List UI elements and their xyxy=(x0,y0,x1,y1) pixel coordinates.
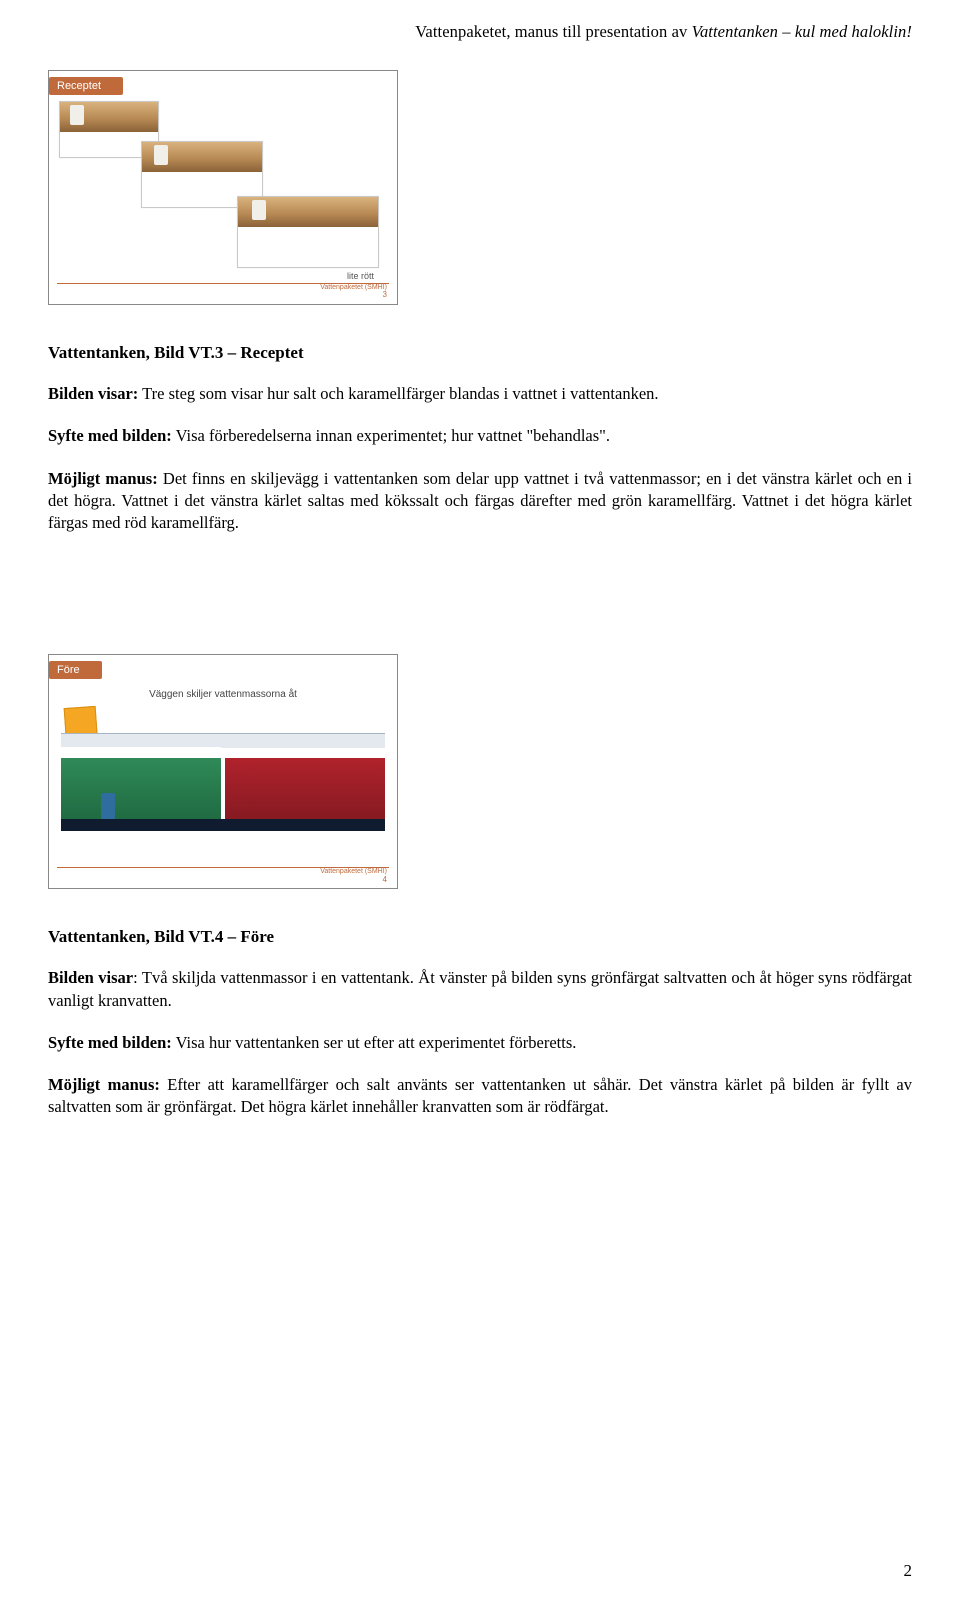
tank-right-red xyxy=(225,747,385,819)
slide2-caption: Väggen skiljer vattenmassorna åt xyxy=(49,689,397,700)
header-plain: Vattenpaketet, manus till presentation a… xyxy=(415,22,691,41)
section1-p3-label: Möjligt manus: xyxy=(48,469,158,488)
slide2-footer: Vattenpaketet (SMHI) 4 xyxy=(320,868,387,884)
section1-p1: Bilden visar: Tre steg som visar hur sal… xyxy=(48,383,912,405)
slide-thumb-receptet: Receptet lite salt lite grönt lite rött … xyxy=(48,70,398,305)
tank-shelf xyxy=(61,819,385,831)
slide2-tag: Före xyxy=(49,661,102,679)
section2-p1-text: : Två skiljda vattenmassor i en vattenta… xyxy=(48,968,912,1009)
section2-p2: Syfte med bilden: Visa hur vattentanken … xyxy=(48,1032,912,1054)
section1-p1-text: Tre steg som visar hur salt och karamell… xyxy=(138,384,658,403)
tank-body xyxy=(61,747,385,819)
section2-p1: Bilden visar: Två skiljda vattenmassor i… xyxy=(48,967,912,1012)
recept-step-3: lite rött xyxy=(237,196,379,268)
section1-title: Vattentanken, Bild VT.3 – Receptet xyxy=(48,343,912,363)
section2-p1-label: Bilden visar xyxy=(48,968,133,987)
tank-left-green xyxy=(61,747,221,819)
section1-p2: Syfte med bilden: Visa förberedelserna i… xyxy=(48,425,912,447)
slide2-footer-page: 4 xyxy=(320,876,387,885)
page-number: 2 xyxy=(904,1561,913,1581)
section1-p2-label: Syfte med bilden: xyxy=(48,426,172,445)
slide1-footer: Vattenpaketet (SMHI) 3 xyxy=(320,284,387,300)
slide2-footer-label: Vattenpaketet (SMHI) xyxy=(320,868,387,875)
section1-p2-text: Visa förberedelserna innan experimentet;… xyxy=(172,426,610,445)
tank-illustration xyxy=(61,709,385,819)
bottle-icon xyxy=(101,793,115,819)
header-italic: Vattentanken – kul med haloklin! xyxy=(692,22,912,41)
vertical-gap xyxy=(48,554,912,654)
slide-thumb-fore: Före Väggen skiljer vattenmassorna åt Va… xyxy=(48,654,398,889)
step3-caption: lite rött xyxy=(347,271,374,281)
slide1-footer-label: Vattenpaketet (SMHI) xyxy=(320,284,387,291)
section2-p2-text: Visa hur vattentanken ser ut efter att e… xyxy=(172,1033,577,1052)
section1-p3: Möjligt manus: Det finns en skiljevägg i… xyxy=(48,468,912,535)
slide1-tag: Receptet xyxy=(49,77,123,95)
section2-p3: Möjligt manus: Efter att karamellfärger … xyxy=(48,1074,912,1119)
step3-photo xyxy=(238,197,378,227)
section1-p3-text: Det finns en skiljevägg i vattentanken s… xyxy=(48,469,912,533)
section2-p2-label: Syfte med bilden: xyxy=(48,1033,172,1052)
section2-p3-text: Efter att karamellfärger och salt använt… xyxy=(48,1075,912,1116)
document-page: Vattenpaketet, manus till presentation a… xyxy=(0,0,960,1599)
slide1-footer-page: 3 xyxy=(320,291,387,300)
section2-p3-label: Möjligt manus: xyxy=(48,1075,160,1094)
step1-photo xyxy=(60,102,158,132)
section1-p1-label: Bilden visar: xyxy=(48,384,138,403)
step2-photo xyxy=(142,142,262,172)
page-header: Vattenpaketet, manus till presentation a… xyxy=(48,22,912,42)
section2-title: Vattentanken, Bild VT.4 – Före xyxy=(48,927,912,947)
